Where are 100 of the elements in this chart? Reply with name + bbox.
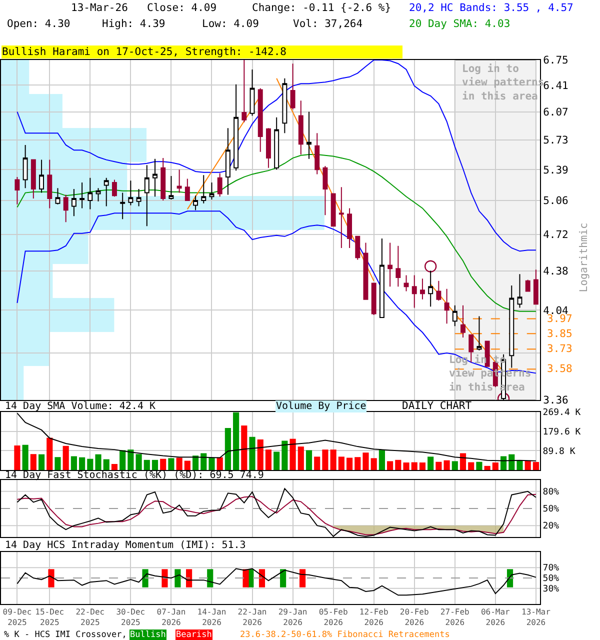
candlestick: [484, 340, 490, 367]
bar: [282, 440, 288, 470]
y-tick-label: 6.41: [543, 80, 568, 92]
bar: [233, 412, 240, 470]
bar: [370, 458, 377, 470]
bar: [532, 462, 539, 470]
text: Change: -0.11 {-2.6 %}: [252, 2, 392, 14]
y-tick-label: 4.38: [543, 265, 568, 278]
candlestick: [525, 279, 530, 292]
bar: [160, 458, 166, 470]
x-tick-label: 05-Feb 2026: [318, 608, 348, 627]
bar: [500, 456, 507, 470]
x-tick-label: 30-Dec 2025: [116, 608, 146, 627]
bar: [54, 457, 61, 470]
text: High: 4.39: [102, 18, 166, 30]
candlestick: [412, 274, 417, 308]
bar: [411, 462, 418, 470]
bar: [22, 444, 28, 470]
candlestick: [363, 242, 368, 300]
bar: [265, 450, 272, 470]
candlestick: [347, 208, 352, 248]
candlestick: [436, 280, 442, 302]
candlestick: [225, 128, 230, 196]
bar: [362, 452, 369, 470]
candlestick: [234, 84, 239, 172]
candlestick: [22, 144, 28, 189]
candlestick: [355, 236, 360, 260]
candlestick: [201, 174, 206, 204]
candlestick: [322, 166, 328, 216]
text: 23.6-38.2-50-61.8% Fibonacci Retracements: [240, 630, 450, 640]
bar: [354, 457, 361, 470]
annotation: DAILY CHART: [402, 400, 472, 412]
candlestick: [184, 178, 190, 201]
x-tick-label: 09-Dec 2025: [2, 608, 32, 627]
candlestick: [136, 188, 142, 207]
x-tick-label: 27-Feb 2026: [440, 608, 470, 627]
candlestick: [144, 164, 150, 227]
candlestick: [404, 274, 409, 292]
bar: [444, 460, 450, 470]
x-tick-label: 22-Jan 2026: [238, 608, 267, 627]
candlestick: [160, 158, 166, 201]
bar: [70, 456, 77, 470]
bar: [176, 458, 182, 470]
bar: [492, 462, 498, 470]
y-tick-label: 80%: [542, 488, 560, 498]
x-tick-label: 12-Feb 2026: [359, 608, 388, 627]
candlestick: [120, 192, 126, 220]
x-tick-label: 22-Dec 2025: [76, 608, 105, 627]
chart-title: 14 Day Fast Stochastic (%K) (%D): 69.5 74.9: [5, 470, 264, 481]
text: Vol: 37,264: [293, 18, 363, 30]
candlestick: [444, 288, 450, 324]
candlestick: [250, 68, 255, 116]
candlestick: [258, 88, 263, 152]
candlestick: [379, 238, 384, 318]
candlestick: [128, 180, 134, 206]
bar: [200, 453, 207, 470]
bar: [120, 450, 126, 470]
bar: [38, 454, 45, 470]
candlestick: [476, 316, 482, 351]
bar: [87, 458, 94, 470]
candlestick: [517, 274, 522, 308]
y-tick-label: 269.4 K: [542, 408, 582, 418]
bar: [103, 459, 110, 470]
y-tick-label: 50%: [542, 504, 560, 515]
candlestick: [460, 304, 466, 338]
bar: [306, 450, 312, 470]
bar: [387, 461, 394, 470]
line-series: [16, 154, 536, 312]
candlestick: [168, 176, 174, 200]
bar: [346, 458, 353, 470]
legend-title: % K - HCS IMI Crossover,: [4, 630, 127, 640]
y-tick-label: 5.73: [543, 134, 568, 147]
bar: [95, 454, 102, 470]
line-series: [16, 568, 536, 596]
text: 20 Day SMA: 4.03: [409, 18, 510, 30]
bar: [274, 452, 280, 470]
bar: [136, 454, 142, 470]
bar: [290, 438, 296, 470]
text: Bullish: [130, 630, 166, 640]
candlestick: [176, 169, 182, 194]
candlestick: [63, 194, 68, 223]
bar: [216, 457, 223, 470]
chart-title: 14 Day SMA Volume: 42.4 K: [5, 401, 156, 412]
bar: [516, 460, 523, 470]
chart-title: Bullish Harami on 17-Oct-25, Strength: -142.8: [2, 46, 286, 58]
bar: [428, 456, 434, 470]
candlestick: [217, 172, 222, 198]
candlestick: [266, 128, 271, 168]
candlestick: [371, 282, 376, 316]
bar: [152, 460, 158, 470]
bar: [144, 460, 150, 470]
bar: [460, 453, 466, 470]
bar: [249, 436, 256, 470]
bar: [419, 462, 426, 470]
bar: [30, 454, 36, 470]
x-tick-label: 29-Jan 2026: [278, 608, 308, 627]
text: Open: 4.30: [7, 18, 70, 30]
candlestick: [96, 188, 101, 202]
candlestick: [314, 132, 320, 175]
bar: [322, 450, 328, 470]
